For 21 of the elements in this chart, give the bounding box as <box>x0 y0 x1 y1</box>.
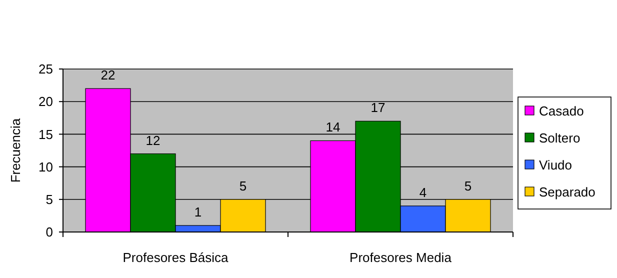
legend-label: Separado <box>539 184 596 200</box>
data-label: 1 <box>194 204 202 220</box>
data-label: 14 <box>326 120 340 135</box>
data-label: 4 <box>419 184 427 200</box>
y-tick-label: 5 <box>46 192 53 207</box>
y-tick-label: 20 <box>38 94 53 110</box>
y-axis-title: Frecuencia <box>8 118 23 183</box>
legend-label: Viudo <box>539 158 572 173</box>
data-label: 5 <box>239 178 247 194</box>
y-tick-label: 15 <box>38 126 53 142</box>
data-label: 5 <box>464 178 472 194</box>
data-label: 17 <box>370 100 386 116</box>
legend-label: Casado <box>539 104 584 119</box>
y-tick-label: 10 <box>38 159 53 174</box>
legend-label: Soltero <box>539 130 580 146</box>
x-tick-label: Profesores Básica <box>122 250 230 265</box>
y-tick-label: 0 <box>46 224 53 240</box>
data-label: 22 <box>100 68 116 83</box>
x-tick-label: Profesores Media <box>350 250 452 265</box>
y-tick-label: 25 <box>38 62 53 77</box>
data-label: 12 <box>146 132 160 148</box>
